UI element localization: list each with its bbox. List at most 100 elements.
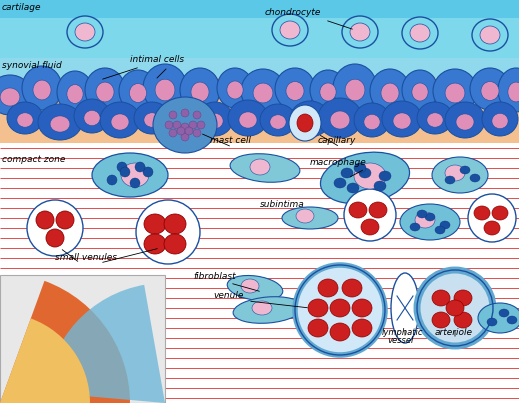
Ellipse shape	[480, 26, 500, 44]
Circle shape	[417, 270, 493, 346]
Ellipse shape	[460, 166, 470, 174]
Ellipse shape	[130, 178, 140, 188]
Ellipse shape	[354, 163, 366, 173]
Bar	[0, 78, 519, 143]
Wedge shape	[46, 285, 165, 403]
Ellipse shape	[364, 114, 380, 130]
Bar	[0, 275, 165, 403]
Ellipse shape	[354, 103, 390, 137]
Ellipse shape	[173, 115, 191, 133]
Ellipse shape	[169, 129, 177, 137]
Ellipse shape	[96, 82, 114, 102]
Ellipse shape	[100, 102, 140, 138]
Text: cartilage: cartilage	[2, 3, 42, 12]
Ellipse shape	[239, 112, 257, 128]
Ellipse shape	[342, 16, 378, 48]
Ellipse shape	[57, 71, 93, 113]
Ellipse shape	[308, 299, 328, 317]
Ellipse shape	[445, 165, 465, 181]
Text: intimal cells: intimal cells	[130, 55, 184, 64]
Ellipse shape	[296, 209, 314, 223]
Ellipse shape	[482, 102, 518, 136]
Text: vessel: vessel	[387, 336, 413, 345]
Text: compact zone: compact zone	[2, 155, 65, 164]
Ellipse shape	[185, 127, 193, 135]
Ellipse shape	[456, 114, 474, 130]
Ellipse shape	[282, 207, 338, 229]
Ellipse shape	[432, 290, 450, 306]
Ellipse shape	[435, 226, 445, 234]
Ellipse shape	[144, 234, 166, 254]
Ellipse shape	[301, 113, 319, 129]
Ellipse shape	[275, 68, 315, 110]
Ellipse shape	[164, 214, 186, 234]
Ellipse shape	[197, 102, 233, 136]
Ellipse shape	[330, 299, 350, 317]
Ellipse shape	[56, 211, 74, 229]
Ellipse shape	[134, 102, 170, 134]
Ellipse shape	[417, 102, 453, 134]
Ellipse shape	[318, 279, 338, 297]
Wedge shape	[0, 318, 90, 403]
Ellipse shape	[67, 85, 83, 104]
Ellipse shape	[330, 111, 350, 129]
Ellipse shape	[382, 101, 422, 137]
Ellipse shape	[46, 229, 64, 247]
Ellipse shape	[330, 323, 350, 341]
Ellipse shape	[191, 82, 209, 102]
Ellipse shape	[402, 17, 438, 49]
Ellipse shape	[499, 309, 509, 317]
Ellipse shape	[227, 276, 283, 301]
Ellipse shape	[492, 206, 508, 220]
Ellipse shape	[144, 113, 160, 127]
Bar	[0, 58, 519, 78]
Ellipse shape	[181, 133, 189, 141]
Bar	[0, 18, 519, 60]
Ellipse shape	[352, 319, 372, 337]
Ellipse shape	[320, 83, 336, 101]
Wedge shape	[0, 281, 130, 403]
Ellipse shape	[379, 171, 391, 181]
Ellipse shape	[320, 152, 409, 204]
Ellipse shape	[446, 300, 464, 316]
Ellipse shape	[374, 181, 386, 191]
Ellipse shape	[445, 176, 455, 184]
Ellipse shape	[410, 223, 420, 231]
Ellipse shape	[241, 69, 285, 113]
Ellipse shape	[250, 159, 270, 175]
Ellipse shape	[162, 102, 202, 142]
Ellipse shape	[425, 213, 435, 221]
Ellipse shape	[153, 97, 217, 153]
Bar	[0, 143, 519, 403]
Ellipse shape	[50, 116, 70, 132]
Ellipse shape	[280, 21, 300, 39]
Ellipse shape	[349, 202, 367, 218]
Ellipse shape	[432, 157, 488, 193]
Ellipse shape	[143, 64, 187, 112]
Ellipse shape	[117, 162, 127, 172]
Ellipse shape	[227, 81, 243, 99]
Ellipse shape	[393, 113, 411, 129]
Ellipse shape	[432, 312, 450, 328]
Ellipse shape	[342, 279, 362, 297]
Ellipse shape	[164, 234, 186, 254]
Ellipse shape	[144, 214, 166, 234]
Ellipse shape	[165, 121, 173, 129]
Text: capillary: capillary	[318, 136, 357, 145]
Ellipse shape	[22, 66, 62, 110]
Ellipse shape	[410, 24, 430, 42]
Ellipse shape	[352, 299, 372, 317]
Ellipse shape	[487, 318, 497, 326]
Ellipse shape	[478, 303, 519, 333]
Ellipse shape	[308, 319, 328, 337]
Ellipse shape	[129, 83, 146, 102]
Ellipse shape	[230, 154, 300, 182]
Ellipse shape	[427, 113, 443, 127]
Ellipse shape	[472, 19, 508, 51]
Ellipse shape	[400, 204, 460, 240]
Ellipse shape	[361, 219, 379, 235]
Text: fibroblast: fibroblast	[193, 272, 236, 281]
Text: subintima: subintima	[260, 200, 305, 209]
Ellipse shape	[272, 14, 308, 46]
Ellipse shape	[402, 70, 438, 110]
